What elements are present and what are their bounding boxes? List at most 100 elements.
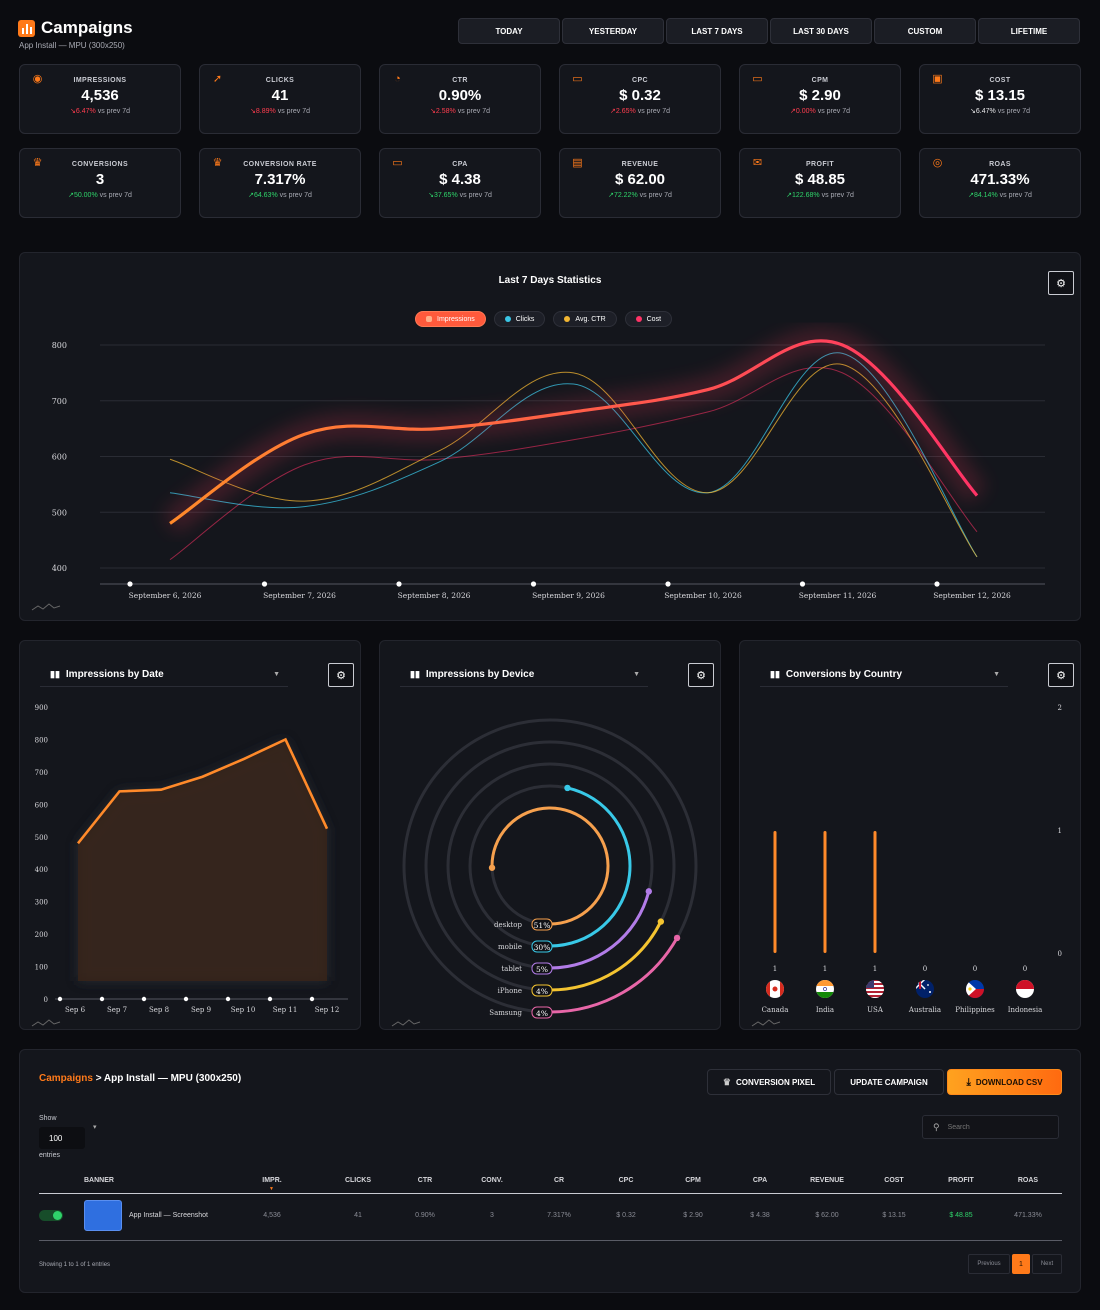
cell-profit: $ 48.85 [949,1212,973,1219]
bar-value-label: 1 [873,965,877,973]
update-campaign-button[interactable]: UPDATE CAMPAIGN [834,1069,944,1095]
column-header-cpa[interactable]: CPA [752,1177,768,1184]
breadcrumb: Campaigns > App Install — MPU (300x250) [39,1073,241,1084]
bar-india [823,831,827,953]
kpi-change-suffix: vs prev 7d [817,108,850,115]
conversions-by-country-select[interactable]: ▮▮ Conversions by Country ▼ [760,663,1008,687]
kpi-change-suffix: vs prev 7d [459,192,492,199]
download-csv-button[interactable]: ⤓ DOWNLOAD CSV [947,1069,1062,1095]
impressions-by-device-select[interactable]: ▮▮ Impressions by Device ▼ [400,663,648,687]
trophy-icon: ♛ [722,1076,731,1087]
column-header-conv[interactable]: CONV. [481,1177,503,1184]
kpi-change-value: 122.68% [791,192,820,199]
conversion-pixel-button[interactable]: ♛ CONVERSION PIXEL [707,1069,831,1095]
range-custom-button[interactable]: CUSTOM [874,18,976,44]
column-header-cr[interactable]: CR [553,1177,565,1184]
device-arc-iphone [548,920,663,992]
impressions-date-settings-gear-icon[interactable]: ⚙ [328,663,354,687]
x-tick-label: Sep 9 [191,1006,211,1014]
campaign-active-toggle[interactable] [39,1210,63,1221]
kpi-change-suffix: vs prev 7d [277,108,310,115]
x-axis-point [57,996,63,1002]
kpi-change: ↗64.63% vs prev 7d [200,191,360,199]
kpi-value: 471.33% [970,171,1030,188]
range-today-button[interactable]: TODAY [458,18,560,44]
kpi-card-impressions: ◉ IMPRESSIONS 4,536 ↘6.47% vs prev 7d [19,64,181,134]
range-yesterday-button[interactable]: YESTERDAY [562,18,664,44]
x-tick-label: September 7, 2026 [263,591,336,600]
cash-icon: ▤ [572,157,583,169]
kpi-change-value: 72.22% [613,192,638,199]
column-header-clicks[interactable]: CLICKS [344,1177,372,1184]
kpi-change-value: 2.58% [435,108,456,115]
prev-page-button[interactable]: Previous [968,1254,1010,1274]
column-header-banner[interactable]: BANNER [84,1177,114,1184]
device-arc-end [657,918,665,925]
x-tick-label: Sep 11 [273,1006,298,1014]
legend-impressions[interactable]: Impressions [415,311,486,327]
kpi-card-cpa: ▭ CPA $ 4.38 ↘37.65% vs prev 7d [379,148,541,218]
range-last-7-days-button[interactable]: LAST 7 DAYS [666,18,768,44]
banner-thumbnail[interactable] [84,1200,122,1231]
column-header-cost[interactable]: COST [884,1177,904,1184]
page-size-select[interactable]: 100 [39,1127,85,1149]
legend-avg-ctr[interactable]: Avg. CTR [553,311,617,327]
bar-chart-logo-icon [18,19,35,37]
series-line-clicks [169,352,978,558]
device-pct-badge [531,1006,553,1019]
y-tick-label: 400 [52,564,67,573]
device-label: mobile [498,943,522,951]
arrow-down-icon: ↘ [970,108,976,115]
country-label: Philippines [955,1006,995,1014]
breadcrumb-campaigns-link[interactable]: Campaigns [39,1073,93,1084]
x-tick-label: September 10, 2026 [664,591,742,600]
arrow-down-icon: ↘ [430,108,436,115]
page-title: Campaigns [41,18,133,37]
page-size-chevron-icon[interactable]: ▾ [93,1124,97,1131]
device-arc-end [645,888,652,895]
country-settings-gear-icon[interactable]: ⚙ [1048,663,1074,687]
column-header-cpc[interactable]: CPC [618,1177,634,1184]
chevron-down-icon: ▼ [993,671,1000,678]
legend-cost[interactable]: Cost [624,311,673,327]
column-header-roas[interactable]: ROAS [1017,1177,1039,1184]
arrow-down-icon: ↘ [250,108,256,115]
next-page-button[interactable]: Next [1032,1254,1062,1274]
device-pct-label: 30% [534,943,551,952]
column-header-cpm[interactable]: CPM [685,1177,701,1184]
range-lifetime-button[interactable]: LIFETIME [978,18,1080,44]
bar-usa [873,831,877,953]
kpi-card-conversions: ♛ CONVERSIONS 3 ↗50.00% vs prev 7d [19,148,181,218]
kpi-change-suffix: vs prev 7d [999,192,1032,199]
range-last-30-days-button[interactable]: LAST 30 DAYS [770,18,872,44]
search-input[interactable] [947,1123,1038,1131]
kpi-change: ↗72.22% vs prev 7d [560,191,720,199]
area-fill [78,739,327,981]
trophy-icon: ♛ [32,157,43,169]
kpi-change-suffix: vs prev 7d [997,108,1030,115]
chart-settings-gear-icon[interactable]: ⚙ [1048,271,1074,295]
arrow-down-icon: ↘ [428,192,434,199]
kpi-label: COST [989,77,1011,84]
column-header-impr[interactable]: IMPR. [262,1177,282,1184]
page-1-button[interactable]: 1 [1012,1254,1030,1274]
y-tick-label: 800 [35,736,48,744]
column-header-ctr[interactable]: CTR [417,1177,433,1184]
target-icon: ◎ [932,157,943,169]
column-header-profit[interactable]: PROFIT [948,1177,974,1184]
device-settings-gear-icon[interactable]: ⚙ [688,663,714,687]
legend-clicks[interactable]: Clicks [493,311,546,327]
chart-legend: Impressions Clicks Avg. CTR Cost [415,311,673,327]
banner-name[interactable]: App Install — Screenshot [129,1212,208,1219]
eye-icon: ◉ [32,73,43,85]
country-label: Indonesia [1008,1006,1043,1014]
device-arc-mobile [548,786,632,948]
kpi-change: ↘37.65% vs prev 7d [380,191,540,199]
cell-cpm: $ 2.90 [683,1212,703,1219]
bar-value-label: 0 [973,965,977,973]
impressions-glow [162,327,987,535]
impressions-by-date-select[interactable]: ▮▮ Impressions by Date ▼ [40,663,288,687]
column-header-revenue[interactable]: REVENUE [810,1177,844,1184]
search-box[interactable]: ⚲ [922,1115,1059,1139]
page-header: Campaigns [18,18,133,38]
